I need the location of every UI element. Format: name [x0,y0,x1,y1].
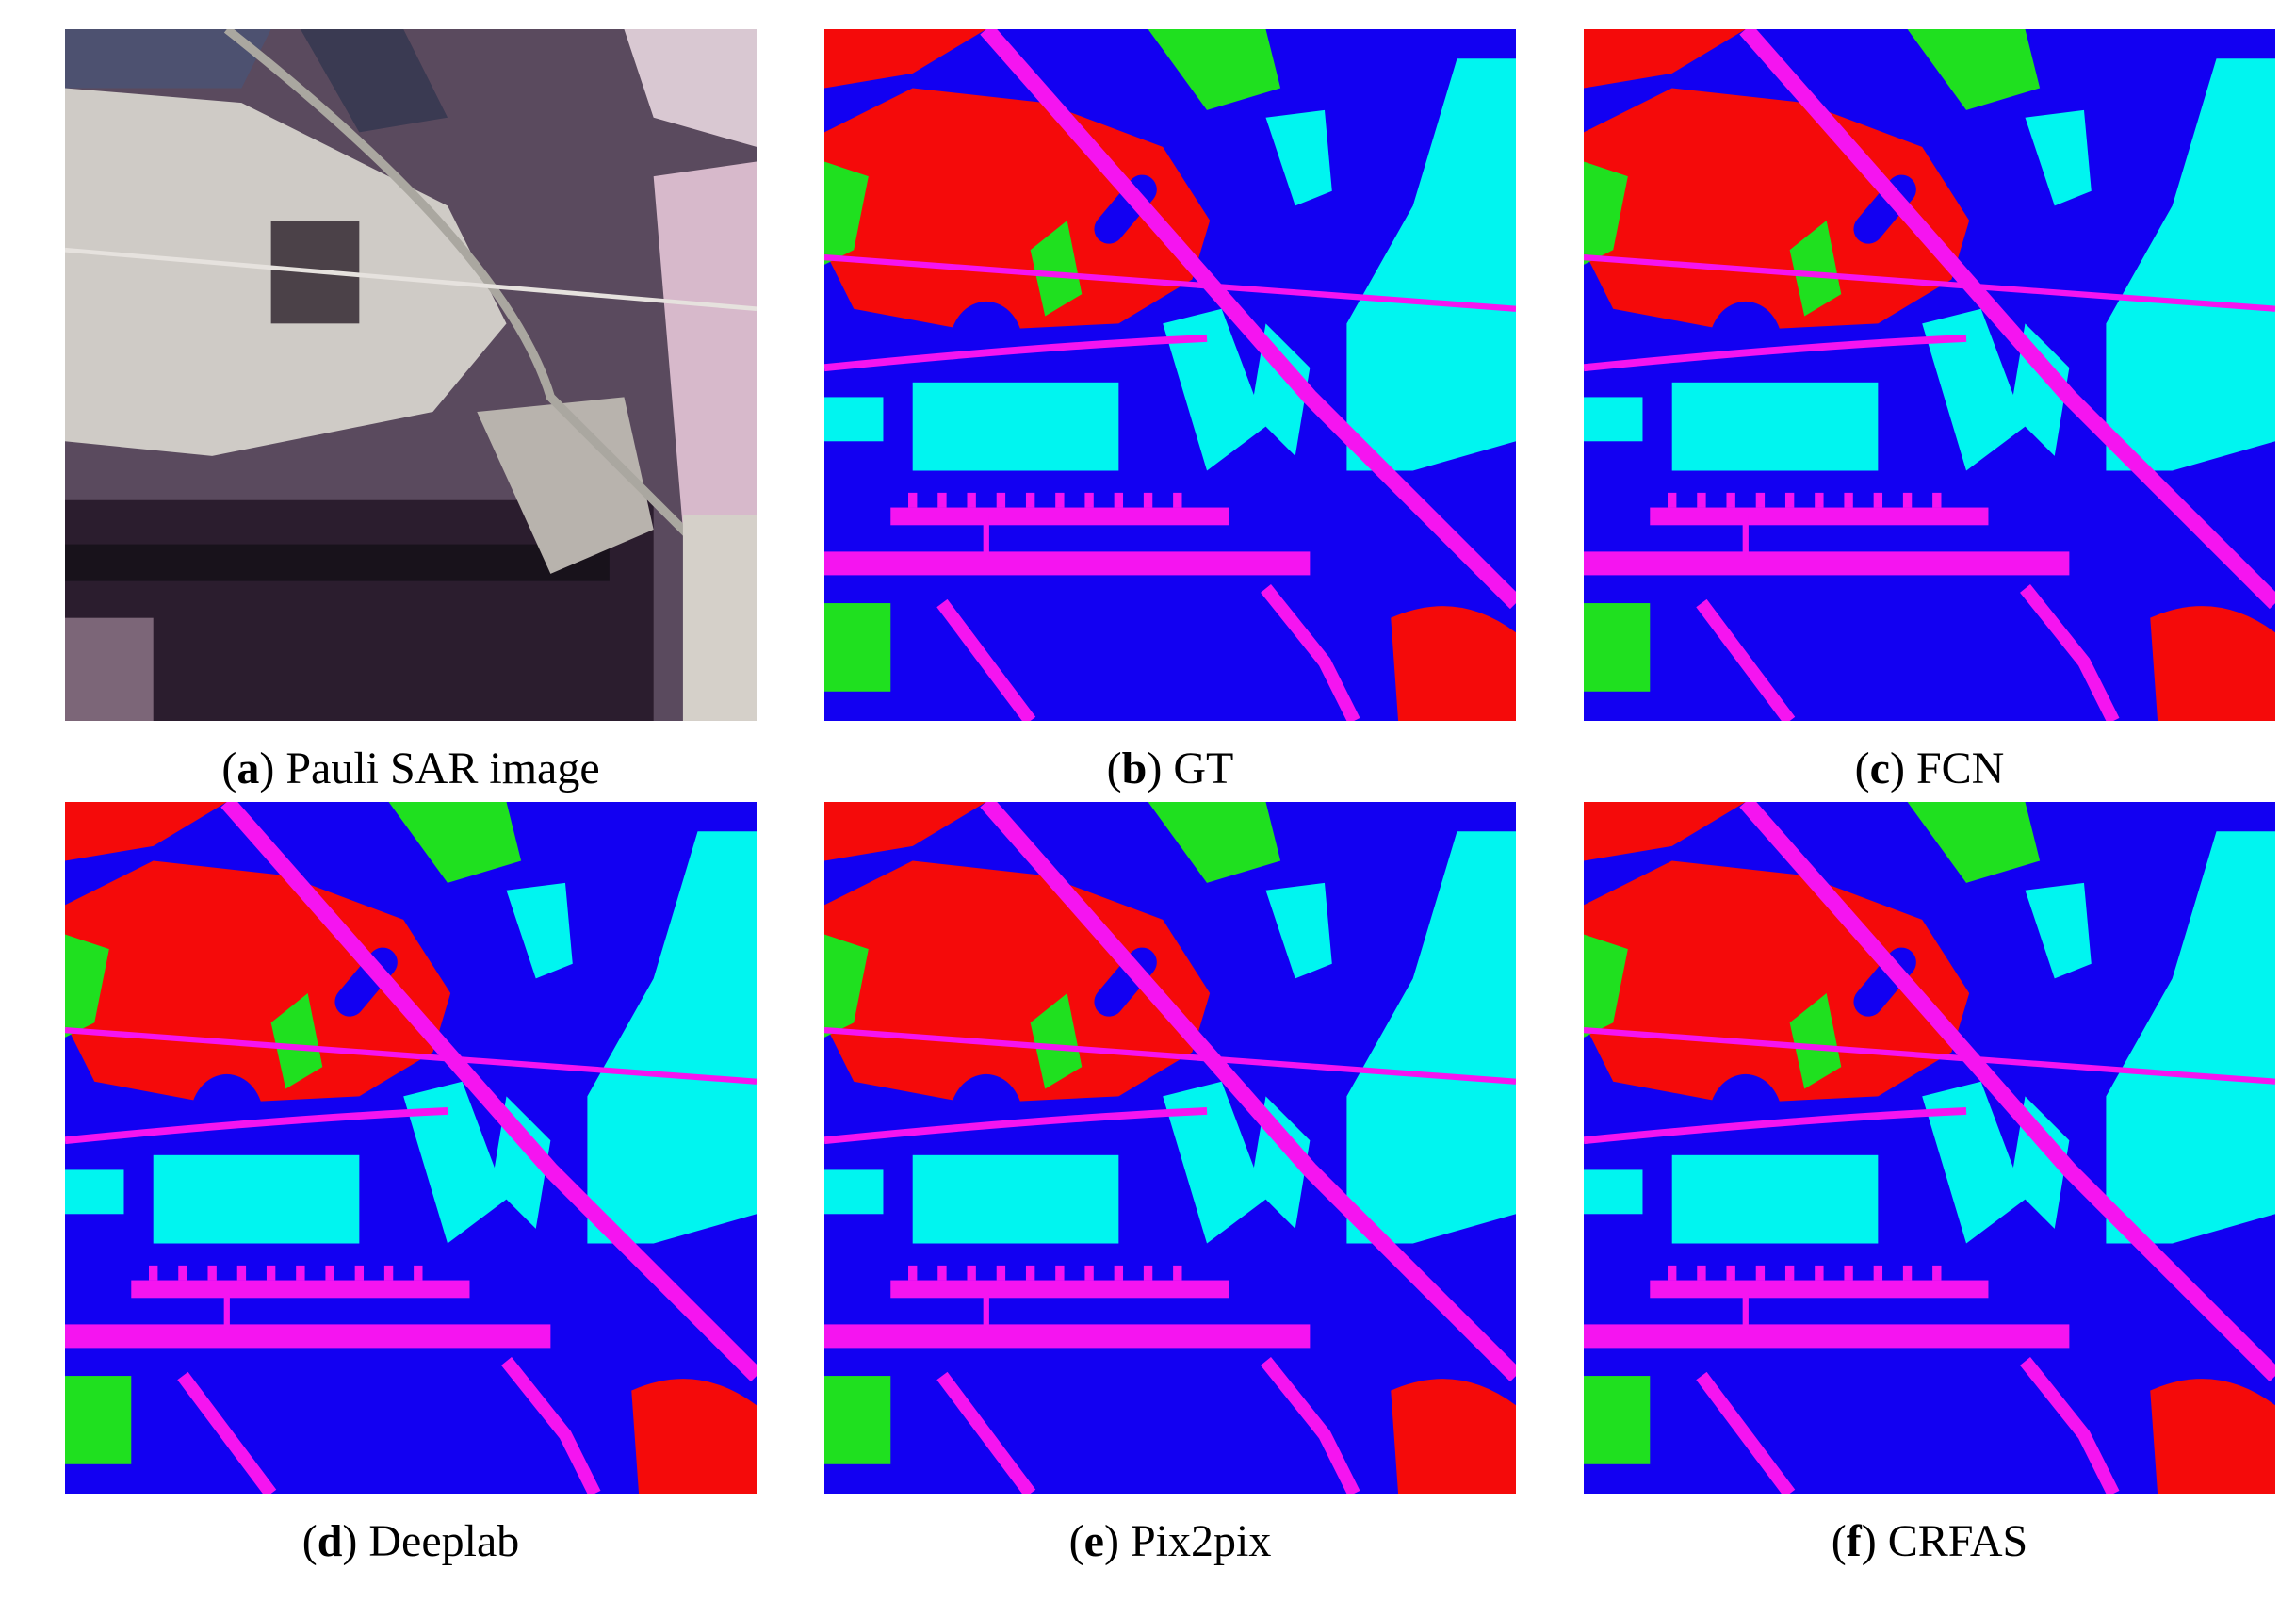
caption-text: ) Deeplab [342,1516,520,1566]
caption-open: ( [221,744,237,793]
caption-letter: c [1869,744,1890,793]
caption-letter: f [1846,1516,1862,1566]
caption-open: ( [1831,1516,1847,1566]
caption-text: ) CRFAS [1861,1516,2028,1566]
sar-image [65,29,757,721]
caption: (f) CRFAS [1584,1519,2275,1564]
caption-text: ) GT [1147,744,1234,793]
caption-letter: d [317,1516,343,1566]
caption-open: ( [1106,744,1122,793]
caption-letter: b [1121,744,1148,793]
caption-text: ) Pix2pix [1103,1516,1272,1566]
crfas-map [1584,802,2275,1494]
fcn-map [1584,29,2275,721]
caption: (c) FCN [1584,746,2275,792]
caption: (a) Pauli SAR image [65,746,757,792]
caption-open: ( [301,1516,318,1566]
gt-map [824,29,1516,721]
caption-text: ) Pauli SAR image [259,744,600,793]
caption-text: ) FCN [1889,744,2005,793]
caption-open: ( [1068,1516,1084,1566]
caption-letter: e [1083,1516,1104,1566]
pix2pix-map [824,802,1516,1494]
caption: (b) GT [824,746,1516,792]
caption: (d) Deeplab [65,1519,757,1564]
caption: (e) Pix2pix [824,1519,1516,1564]
deeplab-map [65,802,757,1494]
caption-open: ( [1854,744,1870,793]
caption-letter: a [236,744,260,793]
